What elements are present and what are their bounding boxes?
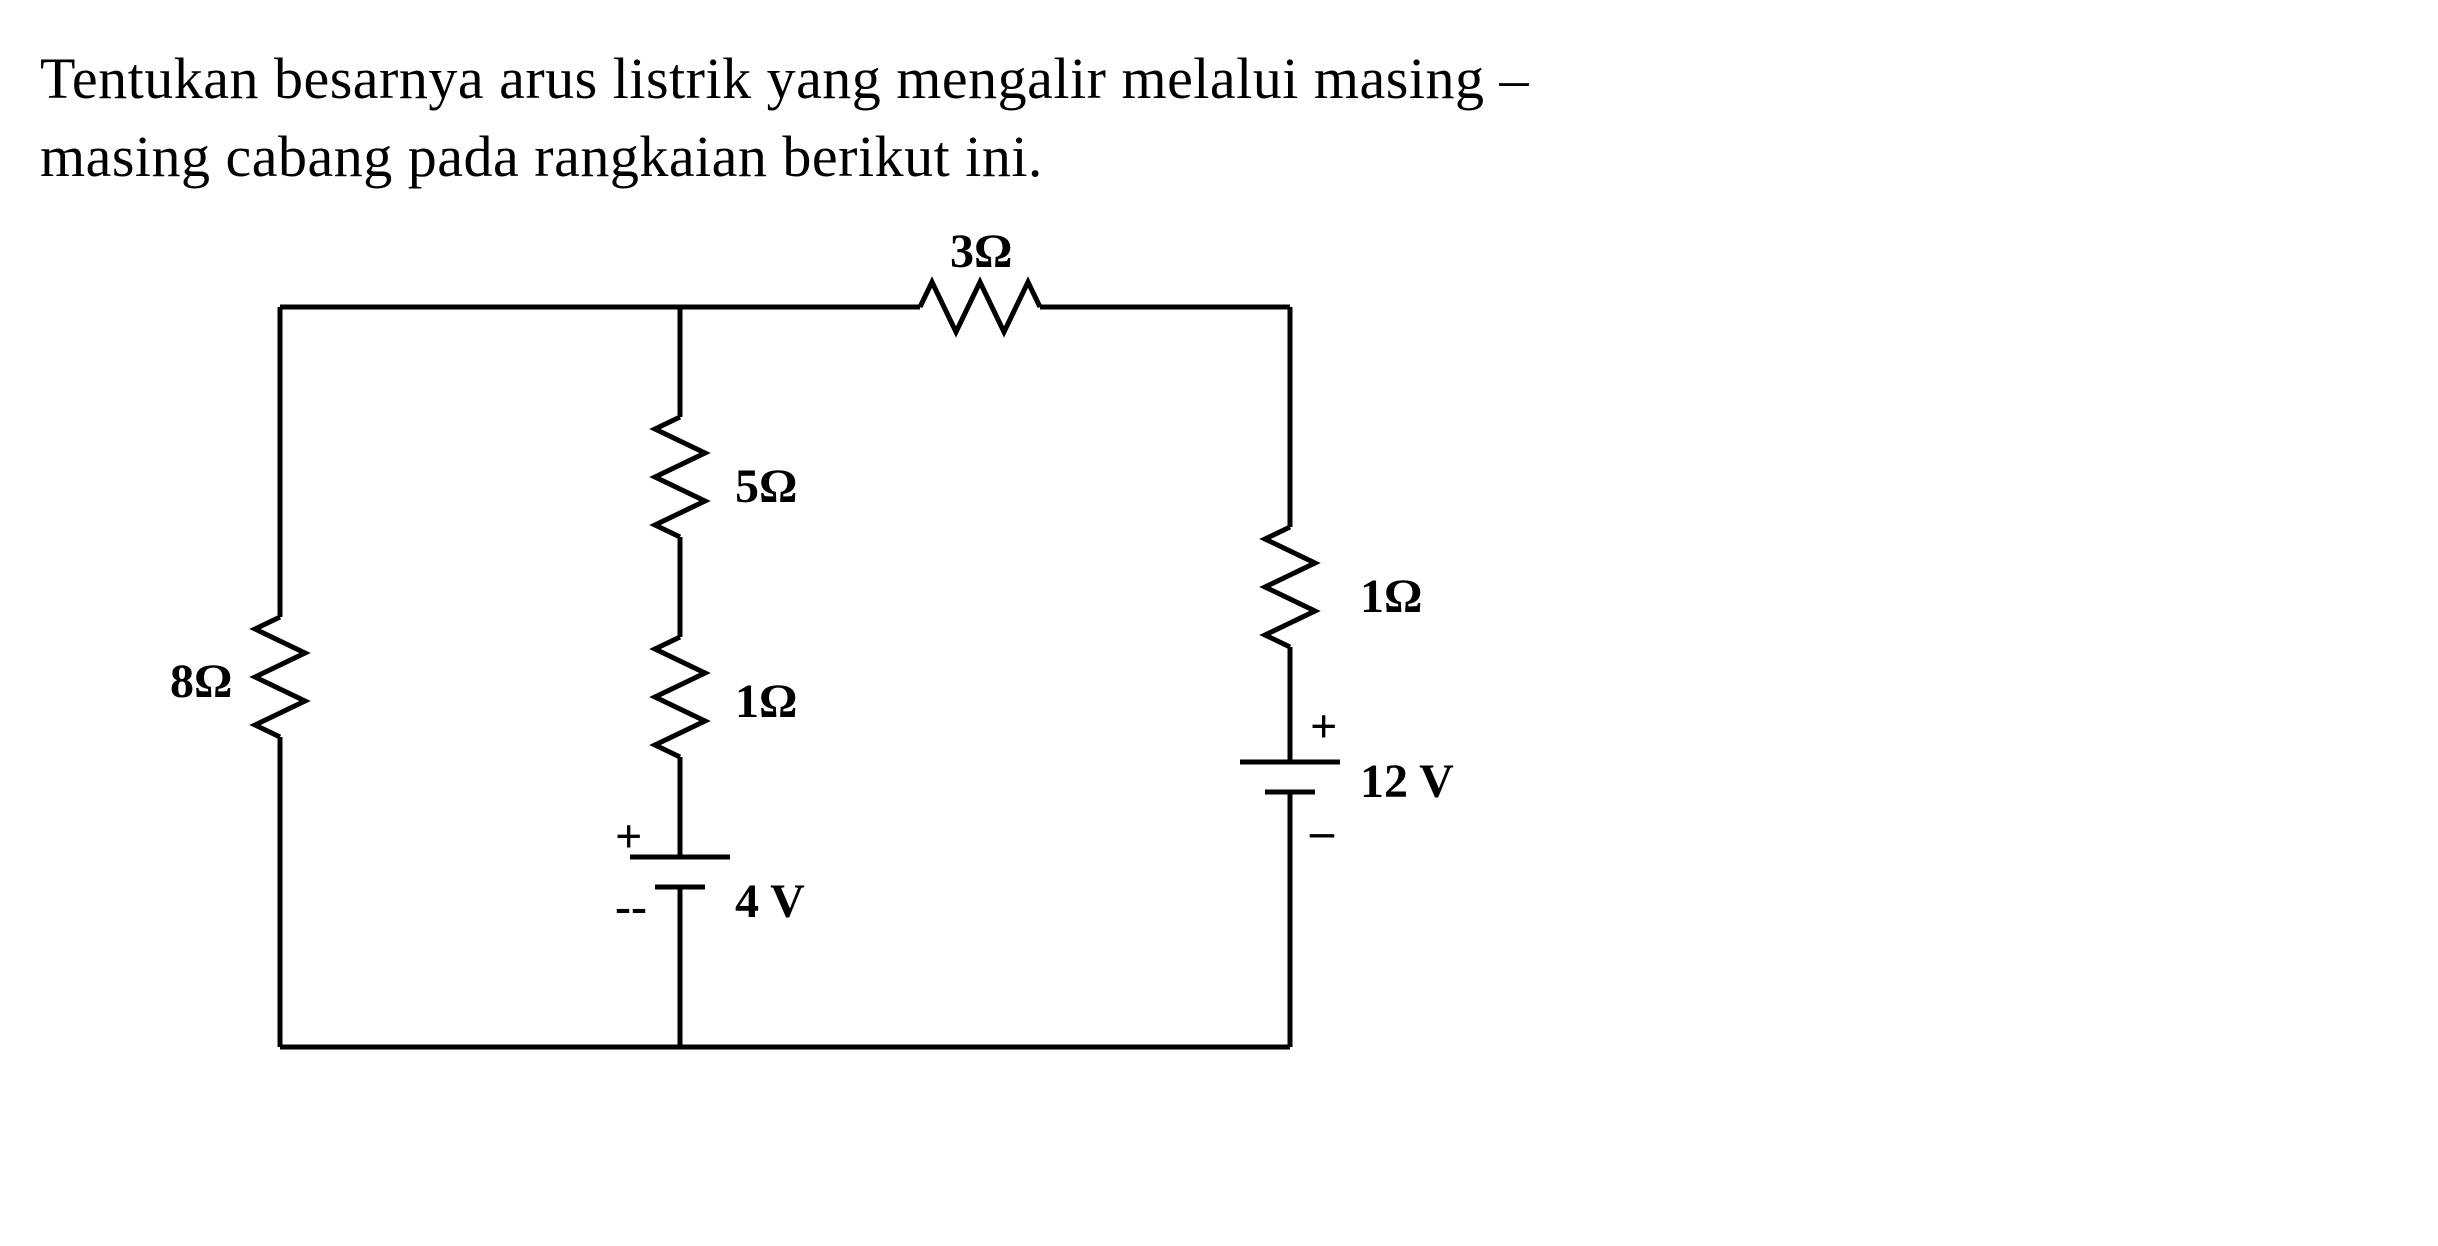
polarity-right-neg: – — [1309, 805, 1335, 858]
label-v-right: 12 V — [1360, 755, 1454, 808]
resistor-right — [1265, 527, 1315, 647]
circuit-svg: 3Ω 5Ω 1Ω 8Ω 1Ω 4 V 12 V + -- + – — [160, 217, 1560, 1117]
label-r-right: 1Ω — [1360, 570, 1422, 623]
label-r-top: 3Ω — [950, 225, 1012, 278]
page-container: Tentukan besarnya arus listrik yang meng… — [40, 40, 2398, 1206]
polarity-right-pos: + — [1310, 700, 1337, 753]
polarity-mid-pos: + — [615, 810, 642, 863]
polarity-mid-neg: -- — [615, 880, 647, 933]
label-v-mid: 4 V — [735, 875, 805, 928]
problem-line-1: Tentukan besarnya arus listrik yang meng… — [40, 46, 1529, 111]
label-r-mid-upper: 5Ω — [735, 460, 797, 513]
label-r-mid-lower: 1Ω — [735, 675, 797, 728]
resistor-mid-lower — [655, 637, 705, 757]
resistor-left — [255, 617, 305, 737]
circuit-diagram: 3Ω 5Ω 1Ω 8Ω 1Ω 4 V 12 V + -- + – — [160, 217, 1560, 1117]
problem-statement: Tentukan besarnya arus listrik yang meng… — [40, 40, 2398, 197]
problem-line-2: masing cabang pada rangkaian berikut ini… — [40, 124, 1043, 189]
label-r-left: 8Ω — [170, 655, 232, 708]
resistor-top — [920, 282, 1040, 332]
resistor-mid-upper — [655, 417, 705, 537]
